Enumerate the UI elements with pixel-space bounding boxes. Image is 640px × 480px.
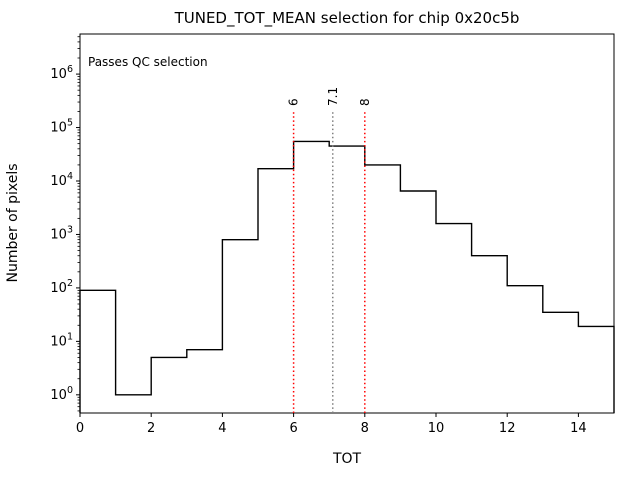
- threshold-label-8: 8: [358, 98, 372, 106]
- x-tick-label: 6: [289, 421, 297, 436]
- x-tick-label: 0: [76, 421, 84, 436]
- y-axis-label: Number of pixels: [5, 163, 21, 282]
- x-axis-label: TOT: [332, 451, 362, 467]
- histogram-line: [79, 140, 615, 413]
- x-axis-ticks: 0 2 4 6 8 10 12 14: [76, 413, 587, 436]
- threshold-label-6: 6: [287, 98, 301, 106]
- x-tick-label: 12: [499, 421, 516, 436]
- y-tick-label: 106: [50, 64, 73, 82]
- y-tick-label: 103: [50, 224, 73, 242]
- x-tick-label: 8: [361, 421, 369, 436]
- y-tick-label: 104: [50, 171, 73, 189]
- threshold-label-7.1: 7.1: [326, 87, 340, 106]
- x-tick-label: 14: [570, 421, 587, 436]
- y-tick-label: 100: [50, 385, 73, 403]
- axes-frame: [79, 33, 615, 414]
- y-tick-label: 102: [50, 278, 73, 296]
- x-tick-label: 4: [218, 421, 226, 436]
- chart-title: TUNED_TOT_MEAN selection for chip 0x20c5…: [174, 9, 520, 28]
- y-tick-label: 105: [50, 118, 73, 136]
- plot-area: 0 2 4 6 8 10 12 14 100 101 102 103 104 105 106 6 7.1 8: [50, 33, 615, 436]
- x-tick-label: 10: [428, 421, 445, 436]
- y-axis-ticks: 100 101 102 103 104 105 106: [50, 36, 80, 412]
- qc-status-text: Passes QC selection: [88, 55, 208, 69]
- x-tick-label: 2: [147, 421, 155, 436]
- y-tick-label: 101: [50, 331, 73, 349]
